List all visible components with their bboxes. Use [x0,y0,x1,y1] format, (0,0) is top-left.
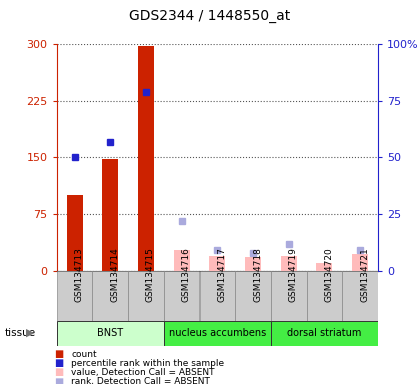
Text: GSM134719: GSM134719 [289,247,298,302]
Text: ■: ■ [55,358,64,368]
Text: dorsal striatum: dorsal striatum [287,328,362,338]
Bar [342,271,378,321]
Text: BNST: BNST [97,328,123,338]
Bar [57,271,92,321]
Text: GSM134721: GSM134721 [360,247,369,302]
Bar [138,46,154,271]
Bar [164,321,271,346]
Text: ■: ■ [55,349,64,359]
Bar [57,321,164,346]
Text: GSM134714: GSM134714 [110,247,119,302]
Text: GSM134716: GSM134716 [181,247,191,302]
Bar [271,271,307,321]
Text: nucleus accumbens: nucleus accumbens [169,328,266,338]
Bar [200,271,235,321]
Bar [352,254,368,271]
Text: GSM134717: GSM134717 [218,247,226,302]
Text: percentile rank within the sample: percentile rank within the sample [71,359,225,368]
Text: ■: ■ [55,367,64,377]
Text: count: count [71,349,97,359]
Bar [92,271,128,321]
Text: GSM134720: GSM134720 [325,247,333,302]
Bar [281,256,297,271]
Bar [102,159,118,271]
Text: value, Detection Call = ABSENT: value, Detection Call = ABSENT [71,368,215,377]
Text: rank, Detection Call = ABSENT: rank, Detection Call = ABSENT [71,377,210,384]
Bar [307,271,342,321]
Text: GSM134715: GSM134715 [146,247,155,302]
Text: GDS2344 / 1448550_at: GDS2344 / 1448550_at [129,9,291,23]
Text: GSM134713: GSM134713 [75,247,84,302]
Text: GSM134718: GSM134718 [253,247,262,302]
Bar [271,321,378,346]
Bar [128,271,164,321]
Bar [164,271,200,321]
Bar [209,256,226,271]
Text: ▶: ▶ [26,328,34,338]
Bar [66,195,83,271]
Bar [245,257,261,271]
Text: tissue: tissue [4,328,35,338]
Text: ■: ■ [55,377,64,384]
Bar [316,263,333,271]
Bar [173,250,190,271]
Bar [235,271,271,321]
